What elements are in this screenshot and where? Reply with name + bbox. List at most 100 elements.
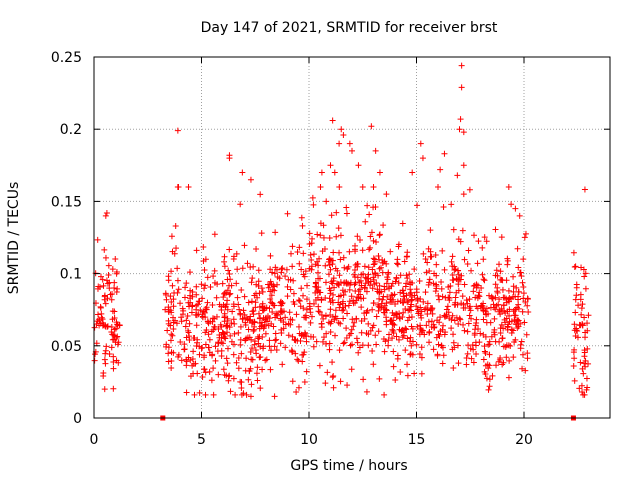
data-point — [480, 331, 487, 338]
data-point — [104, 323, 111, 330]
data-point — [388, 291, 395, 298]
data-point — [201, 267, 208, 274]
data-point — [326, 346, 333, 353]
data-point — [354, 339, 361, 346]
data-point — [103, 343, 110, 350]
data-point — [251, 326, 258, 333]
data-point — [251, 292, 258, 299]
data-point — [289, 263, 296, 270]
data-point — [512, 312, 519, 319]
data-point — [335, 282, 342, 289]
data-point — [315, 269, 322, 276]
data-point — [577, 359, 584, 366]
data-point — [207, 284, 214, 291]
data-point — [466, 186, 473, 193]
data-point — [358, 295, 365, 302]
data-point — [349, 341, 356, 348]
data-point — [492, 281, 499, 288]
data-point — [282, 344, 289, 351]
data-point — [173, 245, 180, 252]
data-point — [393, 333, 400, 340]
data-point — [112, 256, 119, 263]
data-point — [408, 314, 415, 321]
data-point — [585, 360, 592, 367]
data-point — [494, 272, 501, 279]
data-point — [268, 299, 275, 306]
data-point — [247, 264, 254, 271]
data-point — [367, 327, 374, 334]
data-point — [404, 335, 411, 342]
data-point — [425, 318, 432, 325]
data-point — [408, 301, 415, 308]
data-point — [177, 338, 184, 345]
data-point — [234, 294, 241, 301]
data-point — [515, 288, 522, 295]
data-point — [572, 263, 579, 270]
data-point — [303, 306, 310, 313]
data-point — [494, 288, 501, 295]
data-point — [449, 271, 456, 278]
data-point — [168, 268, 175, 275]
data-point — [465, 320, 472, 327]
data-point — [584, 320, 591, 327]
data-point — [251, 341, 258, 348]
data-point — [418, 308, 425, 315]
data-point — [366, 211, 373, 218]
data-point — [162, 291, 169, 298]
data-point — [229, 308, 236, 315]
data-point — [388, 283, 395, 290]
data-point — [94, 318, 101, 325]
data-point — [111, 308, 118, 315]
data-point — [575, 302, 582, 309]
data-point — [369, 266, 376, 273]
data-point — [508, 318, 515, 325]
data-point — [405, 297, 412, 304]
data-point — [224, 297, 231, 304]
data-point — [348, 366, 355, 373]
data-point — [457, 316, 464, 323]
data-point — [331, 169, 338, 176]
data-point — [571, 346, 578, 353]
data-point — [230, 375, 237, 382]
data-point — [379, 296, 386, 303]
data-point — [102, 254, 109, 261]
data-point — [408, 342, 415, 349]
data-point — [413, 286, 420, 293]
data-point — [330, 277, 337, 284]
data-point — [581, 314, 588, 321]
data-point — [373, 341, 380, 348]
data-point — [337, 256, 344, 263]
data-point — [309, 194, 316, 201]
data-point — [383, 307, 390, 314]
data-point — [421, 306, 428, 313]
data-point — [228, 320, 235, 327]
data-point — [439, 344, 446, 351]
data-point — [315, 262, 322, 269]
data-point — [435, 183, 441, 190]
data-point — [427, 227, 434, 234]
data-point — [491, 331, 498, 338]
data-point — [278, 307, 285, 314]
data-point — [519, 308, 526, 315]
data-point — [170, 303, 177, 310]
data-point — [348, 326, 355, 333]
data-point — [420, 298, 427, 305]
data-point — [310, 334, 317, 341]
data-point — [581, 353, 588, 360]
data-point — [244, 260, 251, 267]
data-point — [482, 350, 489, 357]
data-point — [428, 253, 435, 260]
data-point — [329, 359, 336, 366]
data-point — [192, 360, 199, 367]
data-point — [510, 273, 517, 280]
data-point — [358, 317, 365, 324]
data-point — [323, 330, 330, 337]
data-point — [266, 343, 273, 350]
data-point — [307, 319, 314, 326]
data-point — [358, 304, 365, 311]
data-point — [579, 322, 586, 329]
data-point — [248, 336, 255, 343]
data-point — [288, 250, 295, 257]
data-point — [245, 326, 252, 333]
data-point — [197, 307, 204, 314]
